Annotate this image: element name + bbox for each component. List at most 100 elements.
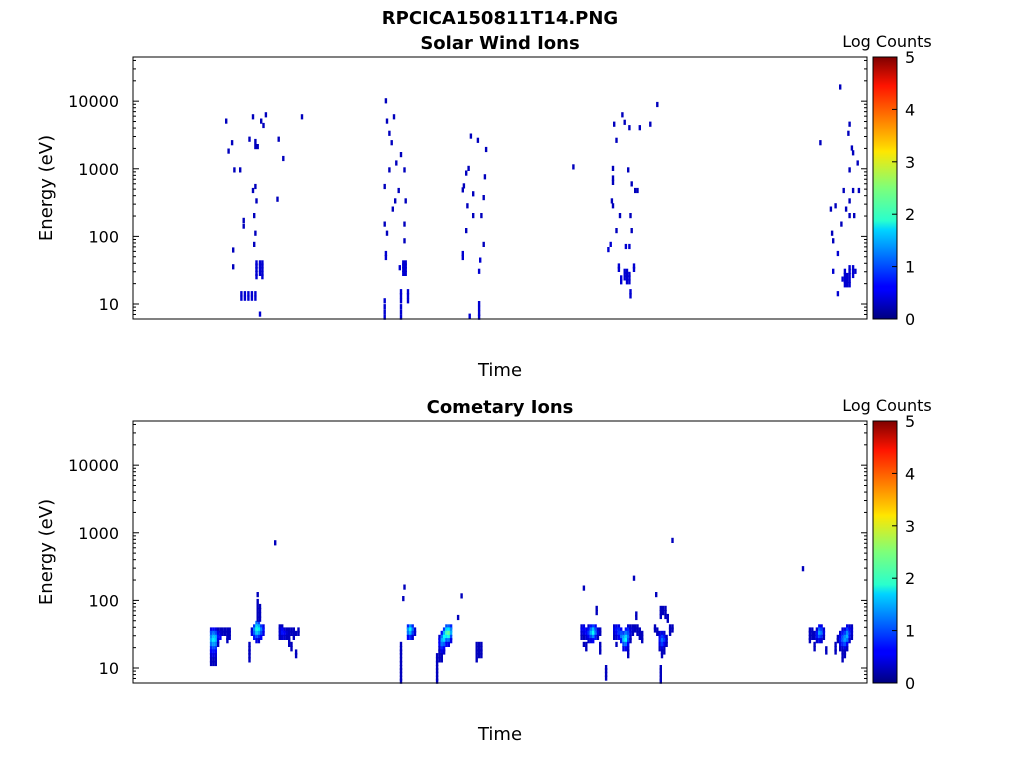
heatmap-cell [630, 228, 633, 234]
heatmap-cell [846, 638, 849, 644]
heatmap-cell [663, 649, 666, 655]
heatmap-cell [592, 627, 595, 633]
heatmap-cell [659, 665, 662, 671]
heatmap-cell [397, 187, 400, 194]
heatmap-cell [587, 634, 590, 640]
heatmap-cell [257, 638, 261, 644]
heatmap-cell [592, 630, 595, 636]
heatmap-cell [285, 634, 288, 640]
plot-frame [132, 56, 868, 320]
heatmap-cell [256, 607, 259, 614]
colorbar: 0 1 2 3 4 5 Log Counts [842, 396, 932, 693]
heatmap-cell [258, 607, 262, 614]
heatmap-cell [663, 646, 666, 652]
heatmap-cell [627, 649, 630, 655]
heatmap-cell [256, 592, 259, 598]
heatmap-cell [629, 627, 632, 633]
heatmap-cell [808, 630, 812, 636]
heatmap-cell [261, 260, 264, 266]
heatmap-cell [848, 277, 851, 283]
heatmap-cell [440, 646, 443, 652]
heatmap-cell [399, 665, 403, 671]
heatmap-cell [442, 649, 446, 655]
heatmap-cell [475, 641, 478, 647]
heatmap-cell [294, 653, 298, 659]
heatmap-cell [442, 630, 446, 636]
heatmap-cell [634, 624, 637, 630]
heatmap-cell [399, 671, 403, 677]
heatmap-cell [209, 653, 213, 659]
heatmap-cell [587, 627, 590, 633]
heatmap-cell [625, 275, 629, 281]
heatmap-cell [851, 265, 855, 271]
heatmap-cell [462, 183, 466, 189]
heatmap-cell [615, 641, 618, 647]
heatmap-cell [406, 298, 410, 304]
heatmap-cell [599, 627, 602, 633]
heatmap-cell [256, 598, 259, 605]
heatmap-cell [483, 174, 487, 180]
heatmap-cell [247, 295, 250, 301]
heatmap-cell [221, 630, 224, 636]
heatmap-cell [248, 657, 251, 663]
heatmap-cell [628, 275, 631, 281]
heatmap-cell [475, 657, 478, 663]
heatmap-cell [258, 311, 262, 317]
heatmap-cell [843, 627, 847, 633]
heatmap-cell [594, 634, 597, 640]
heatmap-cell [846, 272, 849, 279]
heatmap-cell [399, 675, 403, 681]
heatmap-cell [264, 112, 268, 118]
heatmap-cell [848, 624, 851, 630]
heatmap-cell [232, 264, 235, 270]
heatmap-cell [435, 671, 439, 677]
heatmap-cell [853, 213, 856, 219]
heatmap-cell [622, 641, 625, 647]
heatmap-cell [209, 638, 213, 644]
heatmap-cell [482, 195, 485, 201]
heatmap-cell [261, 263, 264, 269]
heatmap-cell [582, 634, 586, 640]
heatmap-cell [251, 114, 255, 120]
heatmap-cell [212, 649, 215, 655]
heatmap-cell [666, 617, 669, 623]
heatmap-cell [297, 627, 300, 633]
heatmap-cell [239, 167, 242, 173]
colorbar: 0 1 2 3 4 5 Log Counts [842, 32, 932, 329]
heatmap-cell [228, 630, 231, 636]
heatmap-cell [825, 649, 828, 655]
heatmap-cell [226, 627, 229, 633]
heatmap-cell [292, 627, 295, 633]
heatmap-cell [384, 98, 388, 104]
heatmap-cell [476, 137, 480, 143]
heatmap-cell [255, 263, 258, 269]
heatmap-cell [624, 641, 628, 647]
heatmap-cell [611, 203, 615, 209]
heatmap-cell [402, 263, 405, 269]
heatmap-cell [403, 167, 406, 173]
heatmap-cell [580, 627, 583, 633]
heatmap-cell [383, 298, 386, 304]
heatmap-cell [477, 641, 481, 647]
heatmap-cell [399, 289, 403, 295]
heatmap-cell [820, 638, 823, 644]
heatmap-cell [815, 634, 819, 640]
heatmap-cell [479, 257, 482, 263]
heatmap-cell [445, 627, 448, 633]
plot-frame [132, 420, 868, 684]
heatmap-cell [399, 649, 403, 655]
heatmap-cell [848, 121, 851, 127]
heatmap-cell [594, 630, 597, 636]
heatmap-cell [661, 605, 665, 611]
heatmap-cell [438, 649, 441, 655]
heatmap-cell [848, 634, 851, 640]
panel-title: Solar Wind Ions [420, 33, 579, 54]
heatmap-cell [288, 638, 291, 644]
heatmap-cell [435, 660, 439, 667]
heatmap-cell [447, 630, 450, 636]
heatmap-cell [449, 624, 453, 630]
heatmap-cell [599, 630, 602, 636]
heatmap-cell [829, 206, 833, 212]
heatmap-cell [438, 653, 441, 659]
heatmap-cell [227, 148, 230, 154]
